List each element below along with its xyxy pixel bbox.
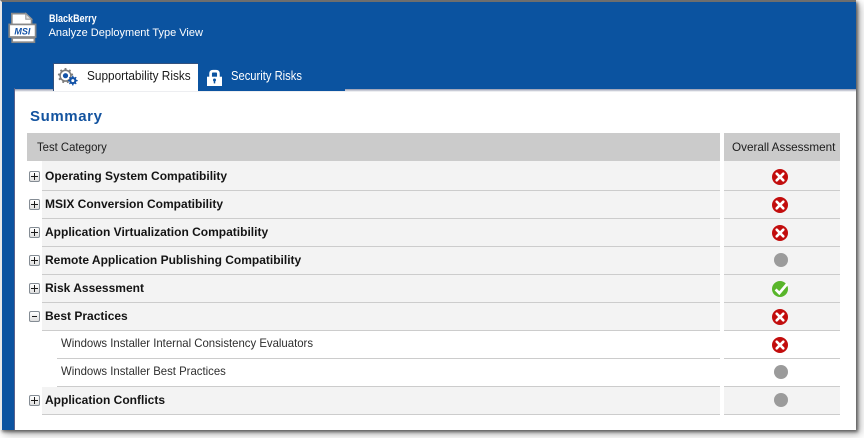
svg-text:MSI: MSI xyxy=(14,27,31,37)
